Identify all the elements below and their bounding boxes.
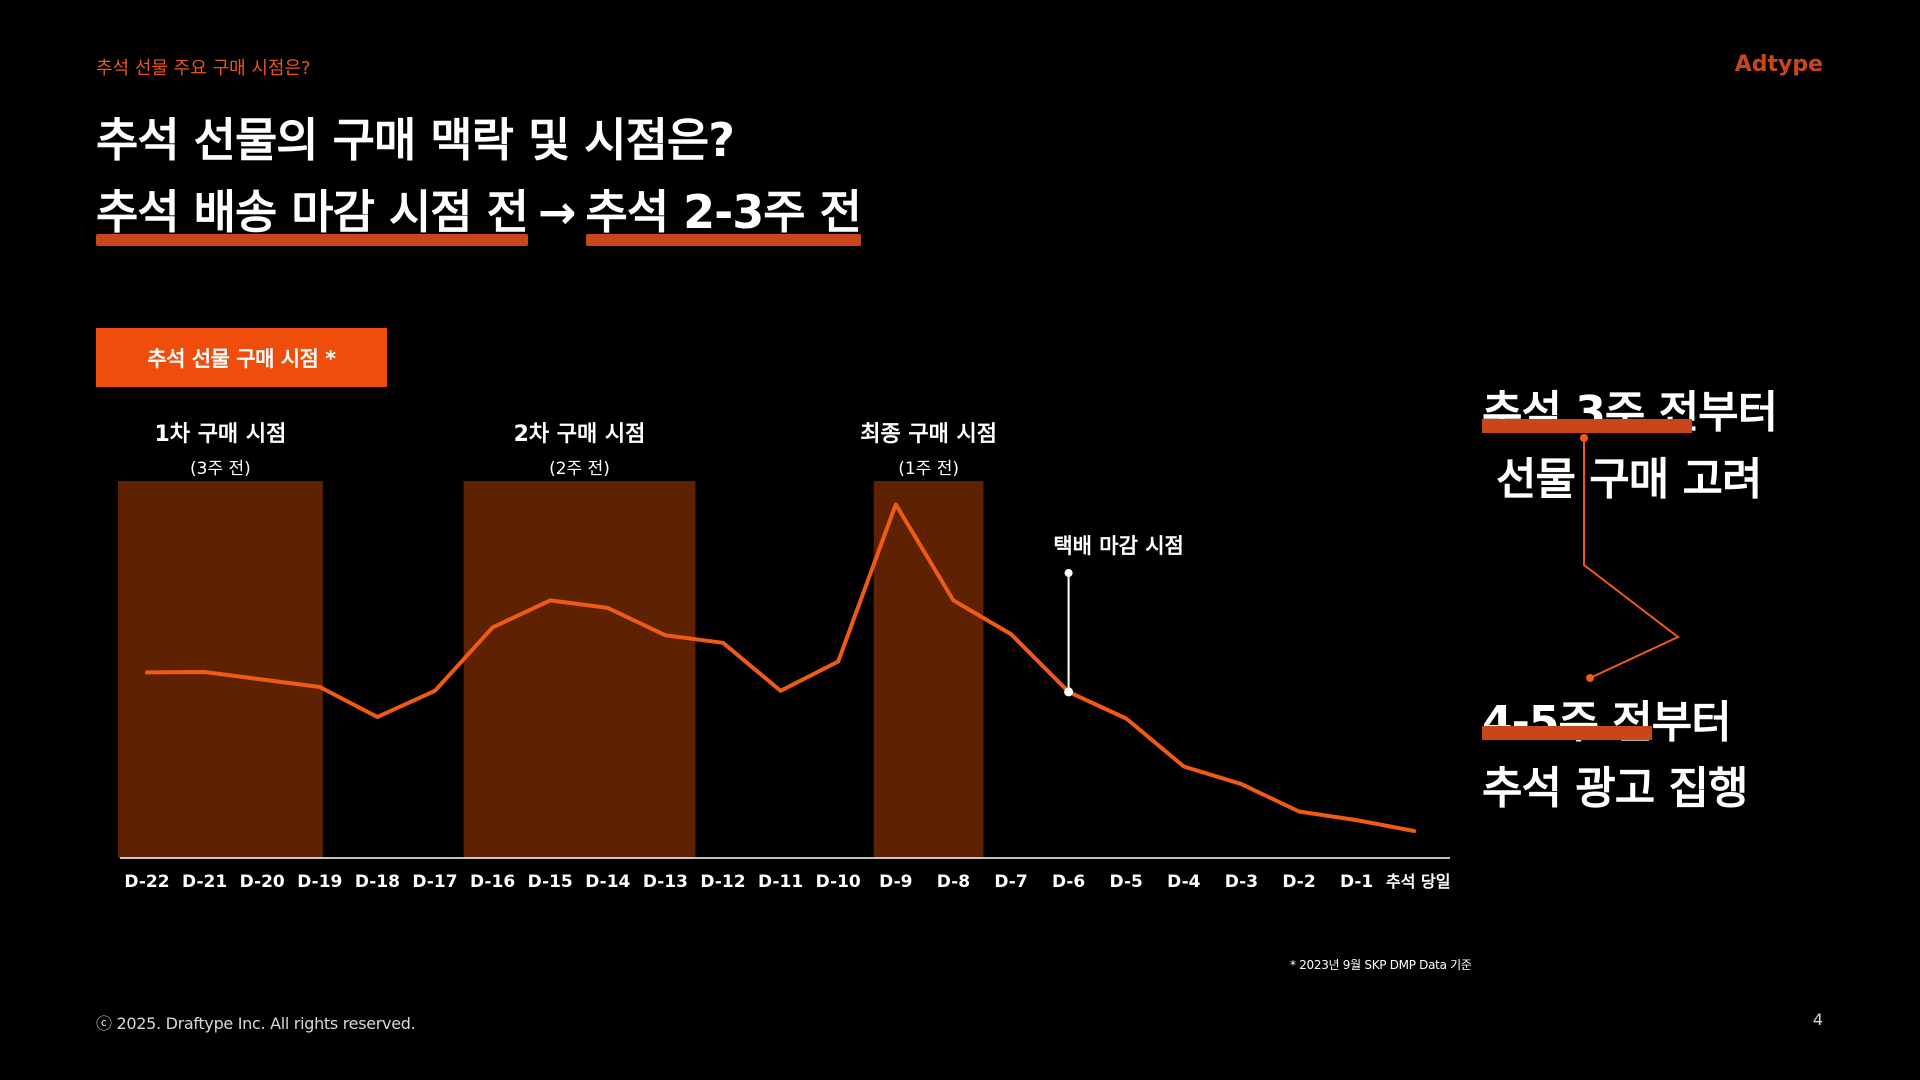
x-tick-label: D-18 [355,872,400,892]
page-subtitle: 추석 배송 마감 시점 전 → 추석 2-3주 전 [96,176,862,246]
period-shading: 1차 구매 시점 (3주 전) 2차 구매 시점 (2주 전) 최종 구매 시점 (1주 … [118,422,997,858]
arrow-right-icon: → [537,185,577,239]
line-chart: 1차 구매 시점 (3주 전) 2차 구매 시점 (2주 전) 최종 구매 시점 (1주 … [118,422,1450,892]
subtitle-highlight-1: 추석 배송 마감 시점 전 [96,176,529,246]
x-tick-label: D-1 [1340,872,1373,892]
x-tick-label: D-20 [240,872,285,892]
x-tick-label: D-8 [937,872,970,892]
breadcrumb: 추석 선물 주요 구매 시점은? [96,58,311,79]
x-tick-label: D-5 [1110,872,1143,892]
x-tick-label: D-11 [758,872,803,892]
connector-dot-bottom [1586,674,1594,682]
annotation-label: 택배 마감 시점 [1053,534,1184,558]
annotation-dot-top [1064,569,1073,577]
subtitle-highlight-2: 추석 2-3주 전 [585,176,862,246]
period-subtitle-1: (3주 전) [190,459,251,479]
period-subtitle-2: (2주 전) [549,459,610,479]
x-tick-label: D-19 [297,872,342,892]
series-line [145,502,1417,833]
section-badge: 추석 선물 구매 시점 * [96,328,387,387]
x-tick-label: D-3 [1225,872,1258,892]
callout-highlight-2 [1482,726,1652,740]
x-tick-label: D-14 [585,872,630,892]
brand-logo: Adtype [1734,52,1823,77]
page-number: 4 [1812,1010,1823,1029]
callout-highlight-1 [1482,419,1692,433]
connector-line [1583,438,1680,679]
x-tick-label: D-12 [700,872,745,892]
callout-connector [1580,434,1680,682]
x-tick-label: D-10 [816,872,861,892]
callout-line-2a: 4-5주 전부터 [1482,697,1732,748]
period-title-2: 2차 구매 시점 [514,422,646,447]
x-tick-label: D-15 [528,872,573,892]
callout-line-1b: 선물 구매 고려 [1496,454,1763,505]
x-tick-label: 추석 당일 [1386,872,1450,891]
period-box-2 [463,481,696,858]
callout-line-2b: 추석 광고 집행 [1482,763,1749,814]
page-title: 추석 선물의 구매 맥락 및 시점은? [96,113,735,167]
x-tick-label: D-7 [994,872,1027,892]
x-tick-label: D-2 [1282,872,1315,892]
x-tick-label: D-21 [182,872,227,892]
x-tick-label: D-6 [1052,872,1085,892]
x-tick-label: D-13 [643,872,688,892]
x-tick-label: D-4 [1167,872,1200,892]
period-title-3: 최종 구매 시점 [860,422,997,447]
period-title-1: 1차 구매 시점 [154,422,286,447]
x-tick-label: D-16 [470,872,515,892]
copyright: ⓒ 2025. Draftype Inc. All rights reserve… [96,1014,416,1033]
annotation-dot-bottom [1064,687,1074,697]
period-box-3 [873,481,984,858]
x-tick-label: D-9 [879,872,912,892]
period-subtitle-3: (1주 전) [898,459,959,479]
x-tick-labels: D-22 D-21 D-20 D-19 D-18 D-17 D-16 D-15 D-14 D-13… [124,872,1450,892]
deadline-annotation: 택배 마감 시점 [1053,534,1184,697]
connector-dot-top [1580,434,1588,442]
footnote: * 2023년 9월 SKP DMP Data 기준 [1290,958,1472,972]
x-tick-label: D-22 [124,872,169,892]
period-box-1 [118,481,323,858]
x-tick-label: D-17 [412,872,457,892]
